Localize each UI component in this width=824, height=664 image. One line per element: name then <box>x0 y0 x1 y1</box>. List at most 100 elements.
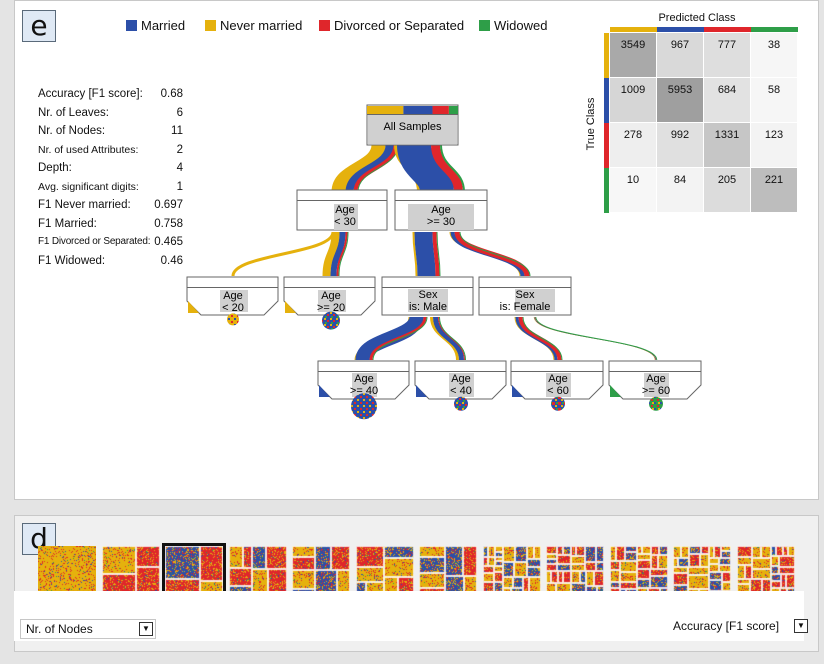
confusion-cell: 58 <box>751 78 798 123</box>
node-label-bg <box>352 373 377 397</box>
stat-label: F1 Never married: <box>38 199 131 211</box>
confusion-cell: 278 <box>610 123 657 168</box>
node-divider <box>318 371 409 372</box>
node-condition: < 30 <box>334 216 356 228</box>
confusion-cell: 777 <box>704 33 751 78</box>
confusion-matrix-title: Predicted Class <box>658 12 736 24</box>
legend-swatch-divorced <box>319 20 330 31</box>
tree-edge-flow <box>353 144 398 193</box>
stat-value: 0.697 <box>154 199 183 211</box>
tree-edge-flow <box>432 231 440 277</box>
predicted-class-bar <box>657 27 704 32</box>
chevron-down-icon[interactable]: ▼ <box>139 622 153 636</box>
tree-edge-flow <box>436 231 441 277</box>
confusion-cell: 967 <box>657 33 704 78</box>
confusion-cell: 1009 <box>610 78 657 123</box>
stat-value: 0.465 <box>154 236 183 248</box>
node-attribute: Age <box>335 204 355 216</box>
tree-edge-flow <box>355 315 424 362</box>
node-attribute: Sex <box>419 289 438 301</box>
stat-value: 6 <box>176 106 183 119</box>
node-label-bg <box>546 373 571 397</box>
node-condition: >= 20 <box>317 302 345 314</box>
node-label-bg <box>220 290 248 312</box>
confusion-cell: 123 <box>751 123 798 168</box>
tree-edge-flow <box>518 316 562 361</box>
stat-label: F1 Widowed: <box>38 254 106 267</box>
confusion-cell: 5953 <box>657 78 704 123</box>
node-attribute: Age <box>223 290 243 302</box>
predicted-class-bar <box>751 27 798 32</box>
node-condition: >= 40 <box>350 385 378 397</box>
stat-f1-divorced: F1 Divorced or Separated: 0.465 <box>38 236 183 255</box>
node-attribute: Age <box>451 373 471 385</box>
confusion-cell: 221 <box>751 168 798 213</box>
tree-edge-flow <box>397 143 454 194</box>
stat-depth: Depth: 4 <box>38 162 183 181</box>
predicted-class-bar <box>610 27 657 32</box>
node-attribute: Age <box>431 204 451 216</box>
node-label-bg <box>449 373 474 397</box>
true-class-bar <box>604 168 609 213</box>
legend-swatch-married <box>126 20 137 31</box>
true-class-bar <box>604 123 609 168</box>
tree-edge-flow <box>412 231 418 277</box>
tree-edges <box>231 143 658 362</box>
confusion-cell: 684 <box>704 78 751 123</box>
node-divider <box>297 200 387 201</box>
tree-edge-flow <box>440 144 465 193</box>
node-label-bg <box>334 204 358 230</box>
confusion-cell: 10 <box>610 168 657 213</box>
tree-edge-flow <box>459 231 531 277</box>
root-dist-bar <box>367 106 404 114</box>
stat-label: Nr. of Leaves: <box>38 106 109 119</box>
confusion-cell: 992 <box>657 123 704 168</box>
node-attribute: Age <box>321 290 341 302</box>
node-attribute: Age <box>548 373 568 385</box>
stat-value: 2 <box>176 143 183 156</box>
confusion-cell: 205 <box>704 168 751 213</box>
node-condition: is: Male <box>409 301 447 313</box>
chevron-down-icon[interactable]: ▼ <box>794 619 808 633</box>
legend-item: Divorced or Separated <box>319 18 464 33</box>
stat-label: Accuracy [F1 score]: <box>38 88 143 100</box>
node-divider <box>284 287 375 288</box>
tree-edge-flow <box>369 316 427 361</box>
true-class-bar <box>604 78 609 123</box>
sort-by-dropdown[interactable]: Nr. of Nodes ▼ <box>20 619 156 639</box>
stat-label: Nr. of used Attributes: <box>38 143 139 156</box>
node-label-bg <box>408 289 448 312</box>
node-condition: >= 30 <box>427 216 455 228</box>
leaf-sample-glyph <box>649 396 663 411</box>
node-label-bg <box>408 204 474 230</box>
legend-label: Divorced or Separated <box>334 18 465 33</box>
true-class-bar <box>604 33 609 78</box>
legend-label: Widowed <box>494 18 548 33</box>
tree-edge-flow <box>331 143 386 194</box>
node-divider <box>415 371 506 372</box>
node-condition: is: Female <box>500 301 551 313</box>
leaf-class-marker <box>188 301 199 313</box>
stat-leaves: Nr. of Leaves: 6 <box>38 107 183 126</box>
tree-edge-flow <box>330 231 346 277</box>
legend-item: Widowed <box>479 18 547 33</box>
tree-edge-flow <box>322 231 340 277</box>
root-label-bg <box>368 115 457 144</box>
tree-edge-flow <box>336 231 348 277</box>
confusion-cell: 38 <box>751 33 798 78</box>
tree-edge-flow <box>454 231 530 277</box>
node-divider <box>395 200 487 201</box>
confusion-cell: 3549 <box>610 33 657 78</box>
stat-value: 0.46 <box>160 254 183 267</box>
node-label-bg <box>515 289 555 312</box>
metric-dropdown[interactable]: Accuracy [F1 score] ▼ <box>668 617 808 637</box>
leaf-sample-glyph <box>322 311 340 330</box>
stat-value: 1 <box>176 180 183 193</box>
stat-label: Avg. significant digits: <box>38 180 139 193</box>
legend-label: Married <box>141 18 186 33</box>
stat-label: Depth: <box>38 162 72 174</box>
stat-value: 11 <box>171 125 183 137</box>
tree-edge-flow <box>345 144 394 193</box>
root-label: All Samples <box>383 121 442 133</box>
